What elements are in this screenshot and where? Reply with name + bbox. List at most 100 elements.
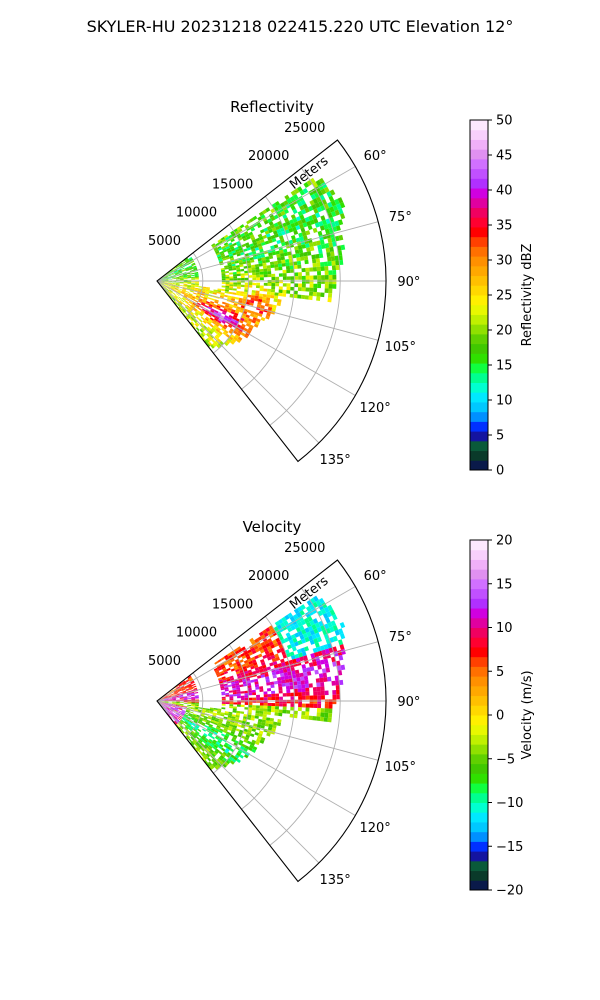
radar-cell <box>232 708 237 711</box>
radar-cell <box>262 262 267 267</box>
radar-cell <box>201 710 206 713</box>
radar-cell <box>276 648 282 654</box>
radar-cell <box>245 664 251 669</box>
radar-cell <box>306 179 313 186</box>
radar-cell <box>267 697 272 701</box>
radar-cell <box>324 708 329 713</box>
radar-cell <box>162 705 166 709</box>
radar-cell <box>188 257 193 261</box>
radar-cell <box>285 682 290 687</box>
radar-cell <box>165 707 170 711</box>
radar-cell <box>227 307 233 312</box>
radar-cell <box>297 692 302 697</box>
radar-cell <box>209 707 214 710</box>
radar-cell <box>180 305 184 310</box>
radar-cell <box>227 297 232 301</box>
radar-cell <box>329 609 336 616</box>
radar-cell <box>168 711 172 715</box>
radar-cell <box>174 272 179 275</box>
radar-cell <box>263 691 268 695</box>
radar-cell <box>225 676 230 680</box>
radar-cell <box>271 690 276 695</box>
radar-cell <box>168 699 173 701</box>
radar-cell <box>302 667 307 673</box>
radar-cell <box>167 284 172 287</box>
radar-cell <box>297 219 303 226</box>
radar-cell <box>309 629 316 636</box>
radar-cell <box>212 326 217 331</box>
radar-cell <box>215 328 220 333</box>
radar-cell <box>279 279 283 284</box>
radar-cell <box>226 678 231 682</box>
radar-cell <box>175 277 180 279</box>
radar-cell <box>177 722 181 727</box>
radar-cell <box>166 272 170 275</box>
radar-cell <box>301 691 306 696</box>
radar-cell <box>171 285 176 288</box>
radar-cell <box>277 618 284 625</box>
radar-cell <box>265 653 271 658</box>
radar-cell <box>227 324 233 329</box>
radar-cell <box>183 699 188 701</box>
radar-cell <box>267 288 272 292</box>
radar-cell <box>235 292 241 296</box>
radar-cell <box>236 752 241 757</box>
radar-cell <box>173 709 178 712</box>
radar-cell <box>244 289 249 293</box>
radar-cell <box>239 729 244 734</box>
radar-cell <box>186 304 190 308</box>
radar-cell <box>218 718 224 722</box>
radar-cell <box>168 702 173 703</box>
radar-cell <box>292 208 298 215</box>
radar-cell <box>240 325 245 330</box>
radar-cell <box>250 656 256 661</box>
radar-cell <box>168 703 172 705</box>
radar-cell <box>317 244 322 250</box>
radar-cell <box>312 715 317 721</box>
radar-cell <box>190 272 195 275</box>
radar-cell <box>271 227 277 232</box>
colorbar-swatch <box>470 841 488 852</box>
radar-cell <box>193 319 197 324</box>
azimuth-gridline <box>156 280 356 396</box>
radar-cell <box>243 659 249 664</box>
radar-cell <box>164 696 168 699</box>
radar-cell <box>192 728 197 732</box>
radar-cell <box>240 691 245 694</box>
radar-cell <box>317 664 322 670</box>
radar-cell <box>252 661 258 666</box>
radar-cell <box>200 752 205 757</box>
radar-cell <box>323 224 329 230</box>
radar-cell <box>207 306 212 310</box>
radar-cell <box>265 259 270 263</box>
radar-cell <box>248 690 253 694</box>
radar-cell <box>175 703 180 705</box>
radar-cell <box>249 243 254 248</box>
radar-cell <box>249 256 254 261</box>
radar-cell <box>173 289 178 292</box>
radar-cell <box>179 284 184 287</box>
radar-cell <box>328 283 333 289</box>
radar-cell <box>174 300 178 305</box>
radar-cell <box>210 344 215 349</box>
radar-cell <box>193 688 198 691</box>
radar-cell <box>298 232 303 238</box>
azimuth-gridline <box>156 700 379 761</box>
radar-cell <box>216 711 221 714</box>
radar-cell <box>228 234 233 239</box>
radar-cell <box>316 686 321 692</box>
radar-cell <box>171 704 176 706</box>
radar-cell <box>160 281 165 283</box>
radar-cell <box>174 287 179 290</box>
radar-cell <box>279 696 283 700</box>
radar-cell <box>304 636 310 643</box>
radar-cell <box>233 303 238 307</box>
radar-cell <box>170 287 175 290</box>
radar-cell <box>252 692 257 696</box>
radar-cell <box>233 284 238 287</box>
radar-cell <box>255 705 260 709</box>
radar-cell <box>191 697 196 699</box>
radar-cell <box>263 700 268 703</box>
radar-cell <box>301 664 307 669</box>
radar-cell <box>276 722 282 727</box>
